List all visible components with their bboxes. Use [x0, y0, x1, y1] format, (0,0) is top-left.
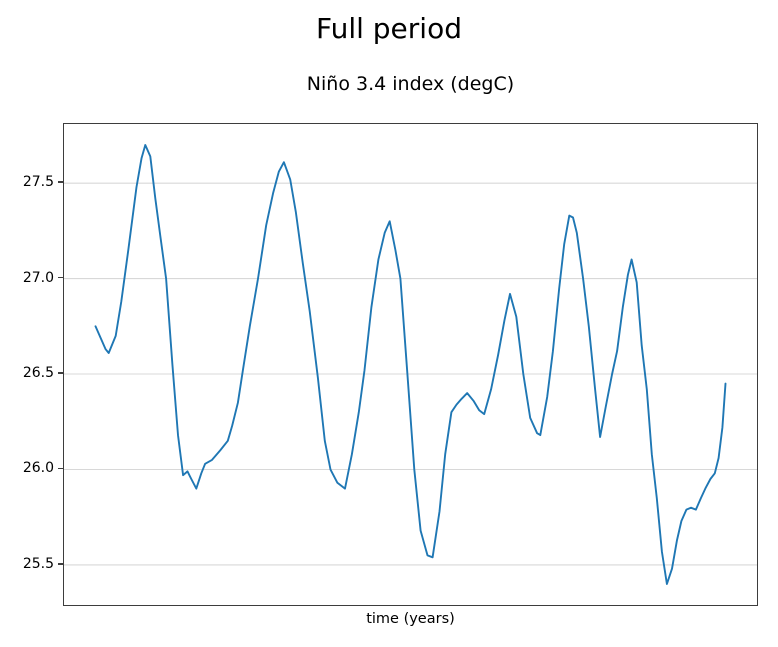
y-tick-mark	[58, 372, 63, 374]
y-tick-label: 27.5	[22, 174, 54, 191]
y-tick-mark	[58, 563, 63, 565]
y-tick-label: 26.5	[22, 365, 54, 382]
y-tick-label: 25.5	[22, 555, 54, 572]
line-chart-svg	[64, 144, 757, 585]
y-tick-mark	[58, 276, 63, 279]
plot-area	[63, 123, 758, 606]
nino34-index-line	[94, 144, 727, 585]
axes-title: Niño 3.4 index (degC)	[306, 73, 515, 95]
y-tick-label: 26.0	[22, 460, 54, 477]
grid-lines	[64, 182, 757, 566]
y-tick-label: 27.0	[22, 269, 54, 286]
x-axis-label: time (years)	[366, 611, 455, 627]
y-tick-mark	[58, 467, 63, 470]
y-tick-mark	[58, 181, 63, 183]
figure-suptitle: Full period	[316, 12, 462, 45]
